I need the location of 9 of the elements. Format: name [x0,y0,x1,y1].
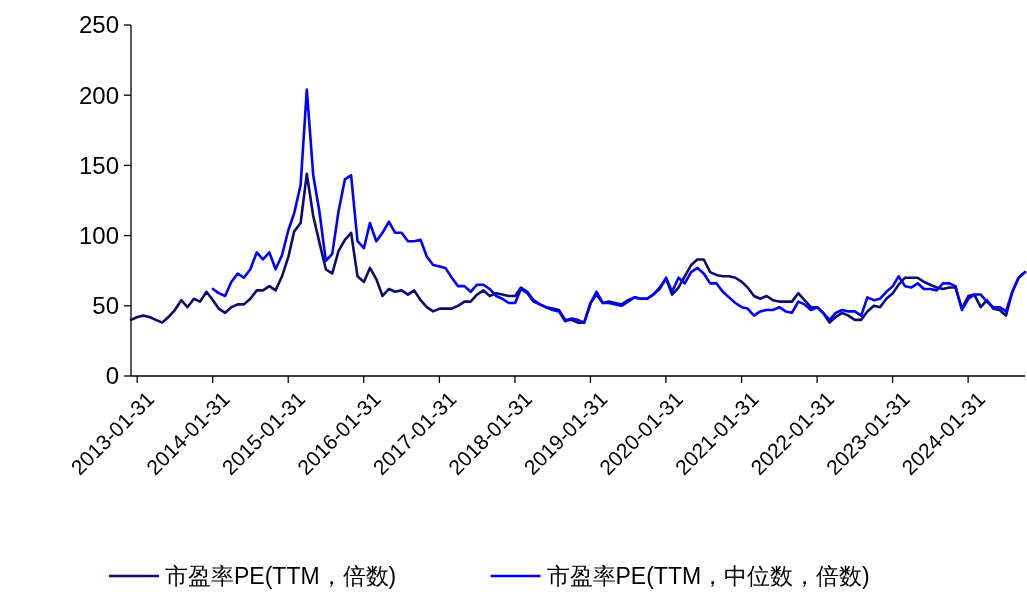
y-tick-label: 250 [78,11,119,39]
legend-label: 市盈率PE(TTM，中位数，倍数) [546,563,870,589]
y-tick-label: 200 [78,81,119,109]
y-tick-label: 0 [105,362,119,390]
y-tick-label: 150 [78,151,119,179]
legend-label: 市盈率PE(TTM，倍数) [165,563,397,589]
y-tick-label: 50 [92,292,119,320]
y-tick-label: 100 [78,222,119,249]
line-series [211,88,1027,324]
